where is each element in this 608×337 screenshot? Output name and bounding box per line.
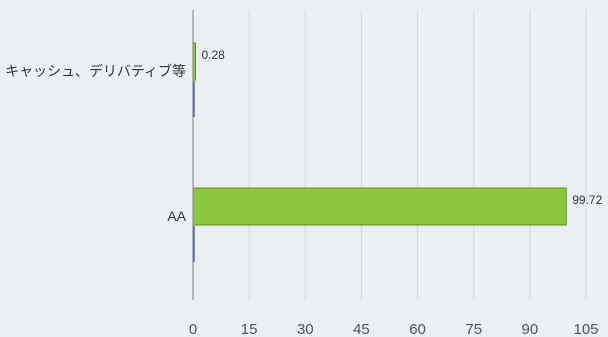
x-tick-label-15: 15 [241, 321, 258, 337]
x-tick-label-30: 30 [297, 321, 314, 337]
category-label-0: キャッシュ、デリバティブ等 [5, 63, 186, 79]
data-labels: 0.28 99.72 [202, 48, 603, 207]
category-label-1: AA [167, 208, 186, 224]
x-tick-label-60: 60 [409, 321, 426, 337]
x-tick-label-75: 75 [465, 321, 482, 337]
x-tick-label-0: 0 [189, 321, 197, 337]
secondary-bar-1 [193, 226, 195, 262]
x-tick-label-105: 105 [573, 321, 598, 337]
secondary-bar-0 [193, 81, 195, 117]
bar-1 [192, 187, 567, 226]
category-labels: キャッシュ、デリバティブ等 AA [5, 63, 187, 224]
data-label-0: 0.28 [202, 48, 226, 62]
bars [192, 42, 567, 262]
grid-lines [248, 10, 587, 300]
x-tick-label-90: 90 [522, 321, 539, 337]
x-tick-label-45: 45 [353, 321, 370, 337]
data-label-1: 99.72 [572, 193, 602, 207]
x-tick-labels: 0 15 30 45 60 75 90 105 [189, 321, 599, 337]
